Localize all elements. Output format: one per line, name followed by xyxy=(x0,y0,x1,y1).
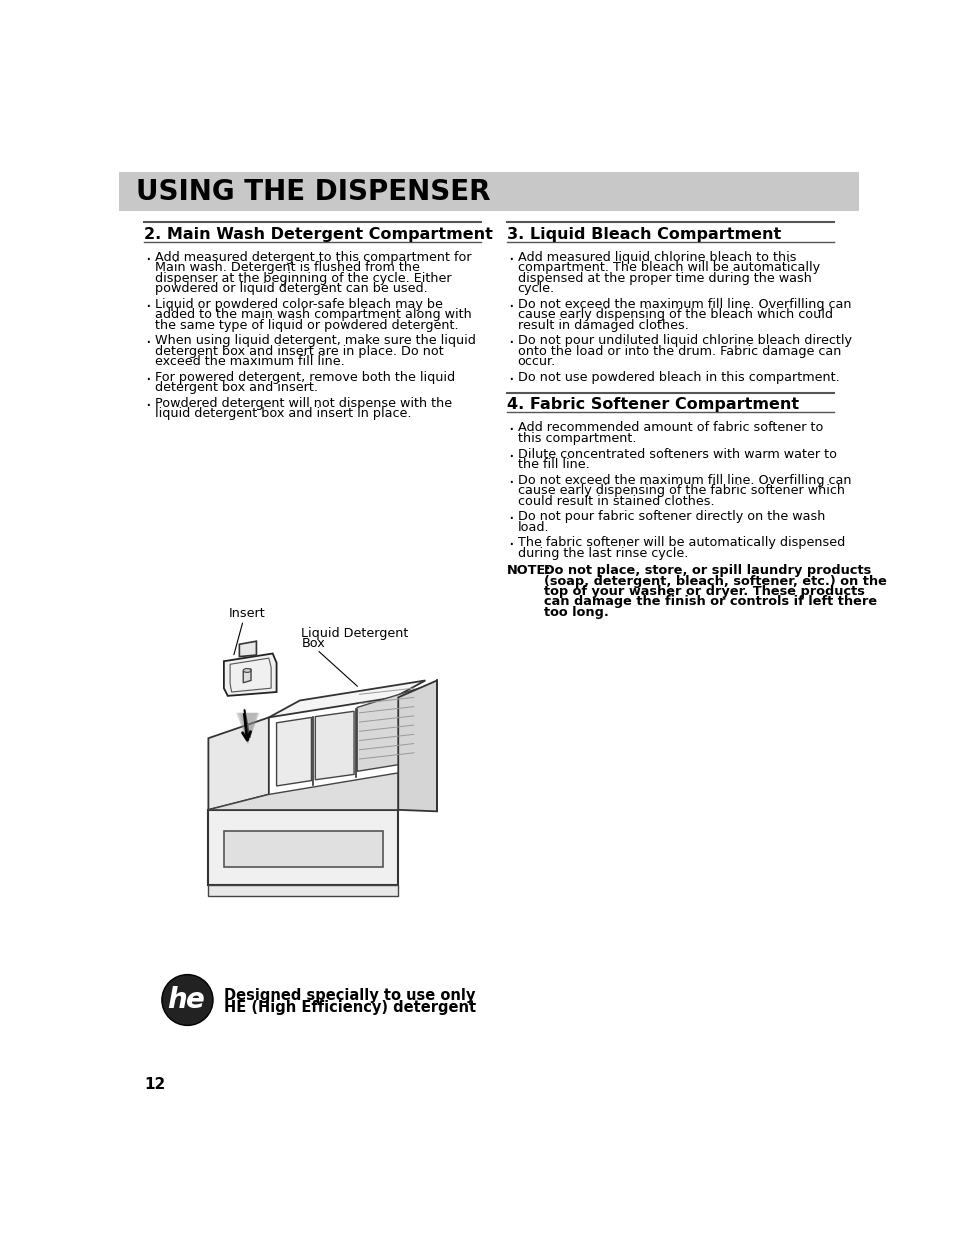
Ellipse shape xyxy=(243,669,251,672)
Text: 2. Main Wash Detergent Compartment: 2. Main Wash Detergent Compartment xyxy=(144,227,493,242)
Text: the same type of liquid or powdered detergent.: the same type of liquid or powdered dete… xyxy=(154,318,458,332)
Text: ·: · xyxy=(508,474,514,492)
Text: could result in stained clothes.: could result in stained clothes. xyxy=(517,495,714,507)
Text: When using liquid detergent, make sure the liquid: When using liquid detergent, make sure t… xyxy=(154,334,476,347)
Text: occur.: occur. xyxy=(517,355,556,368)
Text: liquid detergent box and insert in place.: liquid detergent box and insert in place… xyxy=(154,408,411,420)
Text: 12: 12 xyxy=(144,1078,165,1093)
Text: Add measured liquid chlorine bleach to this: Add measured liquid chlorine bleach to t… xyxy=(517,251,795,264)
Polygon shape xyxy=(224,654,276,696)
Text: cause early dispensing of the fabric softener which: cause early dispensing of the fabric sof… xyxy=(517,484,843,497)
Polygon shape xyxy=(315,711,354,779)
Text: too long.: too long. xyxy=(543,605,608,619)
Text: ·: · xyxy=(508,298,514,316)
Polygon shape xyxy=(208,885,397,896)
Text: (soap, detergent, bleach, softener, etc.) on the: (soap, detergent, bleach, softener, etc.… xyxy=(543,574,886,588)
Text: ·: · xyxy=(146,298,152,316)
Text: detergent box and insert.: detergent box and insert. xyxy=(154,382,317,394)
Text: ·: · xyxy=(508,511,514,528)
Text: Liquid Detergent: Liquid Detergent xyxy=(301,626,408,640)
Text: Box: Box xyxy=(301,638,325,650)
Text: ·: · xyxy=(508,370,514,389)
Text: 4. Fabric Softener Compartment: 4. Fabric Softener Compartment xyxy=(506,398,798,413)
Text: Insert: Insert xyxy=(229,608,265,620)
Circle shape xyxy=(162,975,213,1025)
Text: load.: load. xyxy=(517,521,549,533)
Text: Do not place, store, or spill laundry products: Do not place, store, or spill laundry pr… xyxy=(543,564,870,577)
Text: ·: · xyxy=(146,397,152,415)
Text: Main wash. Detergent is flushed from the: Main wash. Detergent is flushed from the xyxy=(154,261,419,275)
Polygon shape xyxy=(243,669,251,682)
Text: ·: · xyxy=(146,334,152,352)
Text: the fill line.: the fill line. xyxy=(517,457,589,471)
Polygon shape xyxy=(356,689,418,772)
Text: USING THE DISPENSER: USING THE DISPENSER xyxy=(136,178,490,205)
Polygon shape xyxy=(397,680,436,812)
Polygon shape xyxy=(208,810,397,885)
Text: ·: · xyxy=(146,370,152,389)
Polygon shape xyxy=(239,641,256,656)
Text: ·: · xyxy=(146,251,152,268)
Text: dispensed at the proper time during the wash: dispensed at the proper time during the … xyxy=(517,271,811,285)
Text: ·: · xyxy=(508,537,514,554)
Text: NOTE:: NOTE: xyxy=(506,564,551,577)
Text: Dilute concentrated softeners with warm water to: Dilute concentrated softeners with warm … xyxy=(517,447,836,461)
Text: dispenser at the beginning of the cycle. Either: dispenser at the beginning of the cycle.… xyxy=(154,271,451,285)
Text: added to the main wash compartment along with: added to the main wash compartment along… xyxy=(154,308,471,321)
Text: Liquid or powdered color-safe bleach may be: Liquid or powdered color-safe bleach may… xyxy=(154,298,442,311)
FancyBboxPatch shape xyxy=(119,173,858,211)
Text: detergent box and insert are in place. Do not: detergent box and insert are in place. D… xyxy=(154,344,443,358)
Text: Powdered detergent will not dispense with the: Powdered detergent will not dispense wit… xyxy=(154,397,452,410)
Text: ·: · xyxy=(508,334,514,352)
Text: Add recommended amount of fabric softener to: Add recommended amount of fabric softene… xyxy=(517,421,822,434)
Text: onto the load or into the drum. Fabric damage can: onto the load or into the drum. Fabric d… xyxy=(517,344,841,358)
Text: Do not pour undiluted liquid chlorine bleach directly: Do not pour undiluted liquid chlorine bl… xyxy=(517,334,851,347)
Polygon shape xyxy=(240,712,256,745)
Text: during the last rinse cycle.: during the last rinse cycle. xyxy=(517,547,687,559)
Text: cause early dispensing of the bleach which could: cause early dispensing of the bleach whi… xyxy=(517,308,832,321)
Text: The fabric softener will be automatically dispensed: The fabric softener will be automaticall… xyxy=(517,537,844,549)
Text: this compartment.: this compartment. xyxy=(517,431,636,445)
Text: h: h xyxy=(168,986,187,1014)
Text: powdered or liquid detergent can be used.: powdered or liquid detergent can be used… xyxy=(154,282,427,295)
Text: HE (High Efficiency) detergent: HE (High Efficiency) detergent xyxy=(224,1001,476,1016)
Polygon shape xyxy=(276,717,311,786)
Text: cycle.: cycle. xyxy=(517,282,554,295)
Text: Do not exceed the maximum fill line. Overfilling can: Do not exceed the maximum fill line. Ove… xyxy=(517,474,850,487)
Polygon shape xyxy=(269,680,425,717)
Text: ·: · xyxy=(508,421,514,439)
Text: Do not pour fabric softener directly on the wash: Do not pour fabric softener directly on … xyxy=(517,511,824,523)
Polygon shape xyxy=(208,773,397,810)
Text: ·: · xyxy=(508,251,514,268)
Text: e: e xyxy=(186,986,205,1014)
Text: result in damaged clothes.: result in damaged clothes. xyxy=(517,318,688,332)
Text: ·: · xyxy=(508,447,514,466)
Text: For powered detergent, remove both the liquid: For powered detergent, remove both the l… xyxy=(154,370,455,384)
Polygon shape xyxy=(236,712,259,745)
Text: 3. Liquid Bleach Compartment: 3. Liquid Bleach Compartment xyxy=(506,227,781,242)
Text: Do not exceed the maximum fill line. Overfilling can: Do not exceed the maximum fill line. Ove… xyxy=(517,298,850,311)
Text: Add measured detergent to this compartment for: Add measured detergent to this compartme… xyxy=(154,251,471,264)
Text: exceed the maximum fill line.: exceed the maximum fill line. xyxy=(154,355,344,368)
Text: top of your washer or dryer. These products: top of your washer or dryer. These produ… xyxy=(543,585,864,598)
Text: Do not use powdered bleach in this compartment.: Do not use powdered bleach in this compa… xyxy=(517,370,839,384)
Polygon shape xyxy=(224,830,382,866)
Text: can damage the finish or controls if left there: can damage the finish or controls if lef… xyxy=(543,595,876,608)
Text: compartment. The bleach will be automatically: compartment. The bleach will be automati… xyxy=(517,261,819,275)
Polygon shape xyxy=(208,717,269,810)
Text: Designed specially to use only: Designed specially to use only xyxy=(224,988,475,1003)
Polygon shape xyxy=(238,712,258,745)
